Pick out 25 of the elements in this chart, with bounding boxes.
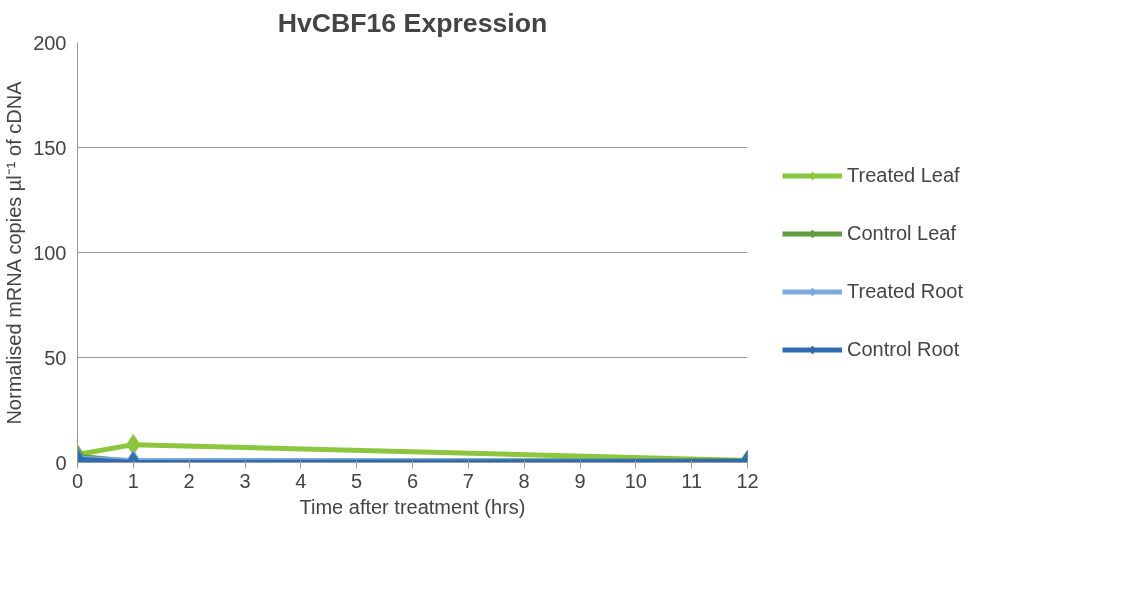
x-tick-label: 8 [518, 469, 530, 492]
y-tick-label: 50 [44, 346, 67, 369]
x-tick-label: 6 [406, 469, 419, 492]
legend-label: Treated Leaf [847, 163, 960, 187]
x-tick-label: 12 [736, 469, 759, 492]
x-tick-label: 9 [574, 469, 586, 492]
y-tick-label: 0 [55, 451, 67, 474]
y-axis-title: Normalised mRNA copies µl⁻¹ of cDNA [3, 80, 26, 425]
legend-label: Control Root [847, 337, 960, 361]
legend-label: Treated Root [847, 279, 963, 303]
y-tick-label: 200 [33, 31, 67, 54]
x-tick-label: 1 [127, 469, 139, 492]
legend-label: Control Leaf [847, 221, 956, 245]
x-tick-label: 5 [351, 469, 363, 492]
x-tick-label: 10 [624, 469, 647, 492]
x-tick-label: 3 [239, 469, 251, 492]
x-tick-label: 7 [462, 469, 474, 492]
x-axis-title: Time after treatment (hrs) [299, 495, 526, 518]
x-tick-label: 11 [681, 469, 703, 492]
x-tick-label: 0 [71, 469, 84, 492]
y-tick-label: 150 [33, 136, 67, 159]
x-tick-label: 4 [295, 469, 307, 492]
x-tick-label: 2 [183, 469, 195, 492]
chart-title: HvCBF16 Expression [277, 7, 548, 38]
y-tick-label: 100 [33, 241, 67, 264]
